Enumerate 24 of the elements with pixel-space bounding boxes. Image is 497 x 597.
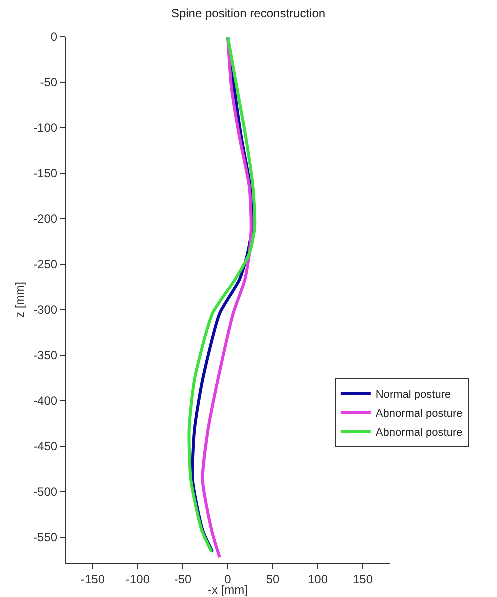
x-tick-label: -50 [174,572,192,586]
y-tick-label: -550 [34,530,58,545]
x-tick-label: 100 [308,572,328,586]
line-series [201,37,253,560]
y-tick-label: -50 [40,76,58,90]
legend-label: Normal posture [376,389,452,402]
legend-label: Abnormal posture [376,408,463,420]
x-tick-label: 50 [266,572,280,586]
y-tick-label: 0 [50,30,58,44]
y-tick-label: -200 [34,212,58,226]
y-tick-label: -250 [34,258,58,272]
y-tick-label: -350 [34,348,58,363]
y-tick-label: -100 [34,121,58,136]
y-tick-label: -150 [34,166,58,181]
y-tick-label: -500 [34,485,58,500]
legend-label: Abnormal posture [376,427,463,440]
x-tick-label: 150 [352,572,374,586]
chart-title: Spine position reconstruction [171,6,326,20]
x-tick-label: -150 [80,572,106,586]
y-tick-label: -400 [34,394,58,408]
x-tick-label: -100 [126,572,150,586]
y-tick-label: -450 [34,440,58,454]
y-axis-title: z [mm] [12,282,27,318]
y-tick-label: -300 [34,303,58,318]
